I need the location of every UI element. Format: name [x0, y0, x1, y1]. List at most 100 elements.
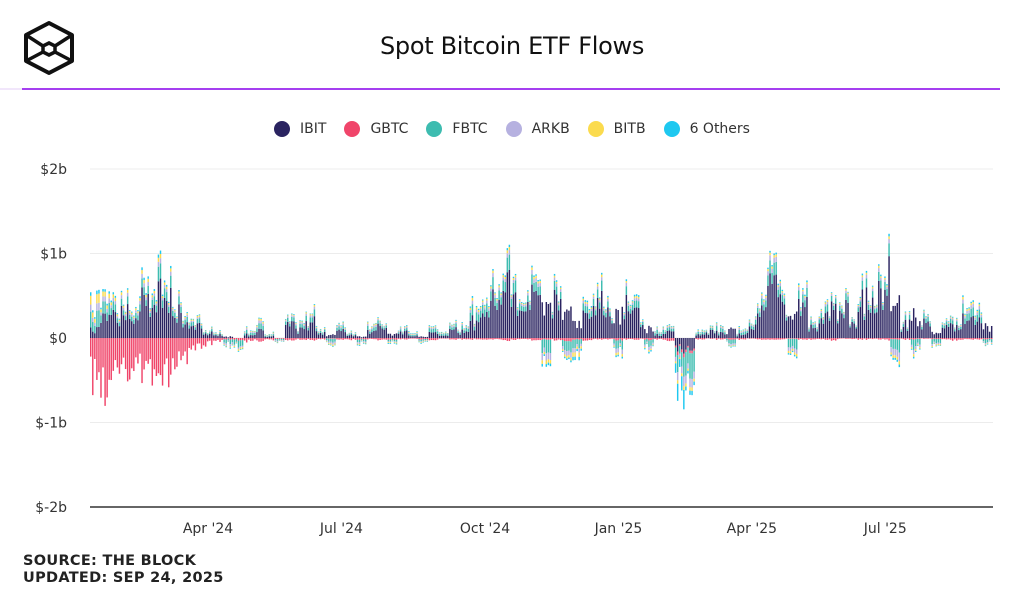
- bar-segment-bitb: [668, 324, 671, 326]
- bar-segment-gbtc: [108, 338, 110, 380]
- legend-dot-icon: [587, 121, 604, 137]
- bar-segment-ibit: [137, 320, 139, 338]
- bar-segment-bitb: [344, 327, 346, 329]
- bar-segment-arkb: [668, 325, 671, 328]
- bar-segment-6-others: [656, 326, 658, 328]
- bar-segment-ibit: [149, 316, 151, 338]
- bar-segment-6-others: [584, 300, 587, 302]
- legend-item-6-others[interactable]: 6 Others: [663, 121, 750, 137]
- bar-segment-gbtc: [516, 338, 519, 339]
- bar-segment-arkb: [631, 302, 634, 305]
- bar-segment-arkb: [227, 340, 229, 342]
- bar-segment-ibit: [356, 336, 359, 338]
- bar-segment-ibit: [635, 307, 638, 338]
- bar-segment-fbtc: [820, 312, 823, 319]
- bar-segment-arkb: [529, 302, 531, 305]
- bar-segment-gbtc: [484, 338, 486, 340]
- bar-segment-bitb: [215, 332, 217, 334]
- bar-segment-fbtc: [535, 281, 537, 291]
- bar-segment-arkb: [933, 341, 935, 343]
- bar-segment-gbtc: [139, 338, 141, 354]
- bar-segment-gbtc: [637, 338, 640, 340]
- bar-segment-ibit: [855, 328, 857, 338]
- bar-segment-gbtc: [837, 338, 839, 340]
- bar-segment-bitb: [640, 323, 642, 324]
- bar-segment-fbtc: [157, 266, 160, 282]
- bar-segment-fbtc: [96, 310, 98, 328]
- bar-segment-fbtc: [921, 326, 923, 330]
- bar-segment-6-others: [172, 306, 174, 308]
- bar-segment-fbtc: [539, 286, 541, 295]
- bar-segment-arkb: [385, 324, 387, 326]
- bar-segment-gbtc: [728, 338, 730, 340]
- bar-segment-gbtc: [892, 338, 894, 340]
- bar-segment-gbtc: [798, 338, 800, 340]
- bar-segment-ibit: [502, 290, 504, 338]
- bar-segment-ibit: [104, 313, 106, 338]
- bar-segment-gbtc: [915, 338, 917, 340]
- bar-segment-gbtc: [461, 338, 463, 340]
- bar-segment-arkb: [750, 324, 753, 327]
- bar-segment-ibit: [500, 304, 502, 338]
- bar-segment-6-others: [440, 331, 443, 333]
- bar-segment-bitb: [752, 325, 755, 326]
- bar-segment-fbtc: [108, 303, 110, 315]
- bar-segment-arkb: [412, 334, 414, 336]
- bar-segment-fbtc: [473, 326, 476, 331]
- bar-segment-fbtc: [631, 304, 634, 311]
- bar-segment-ibit: [436, 333, 439, 338]
- legend-item-arkb[interactable]: ARKB: [505, 121, 570, 137]
- legend-item-gbtc[interactable]: GBTC: [344, 121, 408, 137]
- bar-segment-gbtc: [812, 338, 814, 340]
- legend-item-bitb[interactable]: BITB: [587, 121, 646, 137]
- bar-segment-ibit: [958, 330, 960, 338]
- bar-segment-6-others: [562, 350, 564, 352]
- bar-segment-6-others: [412, 333, 414, 334]
- bar-segment-fbtc: [436, 331, 439, 334]
- bar-segment-fbtc: [102, 301, 104, 314]
- bar-segment-fbtc: [348, 334, 351, 336]
- bar-segment-arkb: [313, 306, 316, 310]
- bar-segment-6-others: [990, 344, 993, 345]
- bar-segment-6-others: [711, 325, 714, 327]
- bar-segment-gbtc: [414, 338, 416, 339]
- bar-segment-fbtc: [245, 329, 248, 334]
- legend-item-fbtc[interactable]: FBTC: [426, 121, 488, 137]
- bar-segment-6-others: [968, 307, 970, 309]
- bar-segment-gbtc: [855, 338, 857, 339]
- bar-segment-fbtc: [406, 328, 408, 331]
- bar-segment-6-others: [112, 292, 115, 295]
- bar-segment-arkb: [241, 345, 244, 348]
- bar-segment-6-others: [190, 318, 193, 320]
- bar-segment-bitb: [941, 323, 944, 324]
- bar-segment-arkb: [167, 304, 170, 307]
- bar-segment-ibit: [434, 332, 437, 338]
- bar-segment-bitb: [412, 333, 414, 335]
- bar-segment-bitb: [956, 318, 958, 320]
- bar-segment-fbtc: [954, 329, 956, 332]
- bar-segment-ibit: [270, 336, 273, 338]
- legend-item-ibit[interactable]: IBIT: [274, 121, 326, 137]
- bar-segment-fbtc: [695, 334, 697, 336]
- bar-segment-gbtc: [147, 338, 149, 364]
- bar-segment-bitb: [896, 356, 898, 360]
- bar-segment-ibit: [498, 300, 500, 338]
- bar-segment-bitb: [832, 303, 835, 305]
- bar-segment-bitb: [332, 344, 334, 347]
- bar-segment-arkb: [576, 344, 578, 347]
- bar-segment-gbtc: [625, 338, 628, 340]
- bar-segment-arkb: [623, 313, 626, 316]
- bar-segment-6-others: [588, 309, 591, 311]
- bar-segment-gbtc: [221, 338, 223, 340]
- bar-segment-gbtc: [176, 338, 178, 367]
- bar-segment-gbtc: [416, 338, 418, 339]
- bar-segment-ibit: [777, 297, 779, 338]
- bar-segment-fbtc: [927, 316, 929, 322]
- bar-segment-6-others: [715, 322, 718, 324]
- bar-segment-fbtc: [654, 333, 656, 336]
- bar-segment-bitb: [92, 312, 94, 318]
- bar-segment-fbtc: [611, 320, 613, 324]
- bar-segment-gbtc: [804, 338, 806, 340]
- bar-segment-gbtc: [674, 345, 677, 348]
- bar-segment-6-others: [631, 300, 634, 302]
